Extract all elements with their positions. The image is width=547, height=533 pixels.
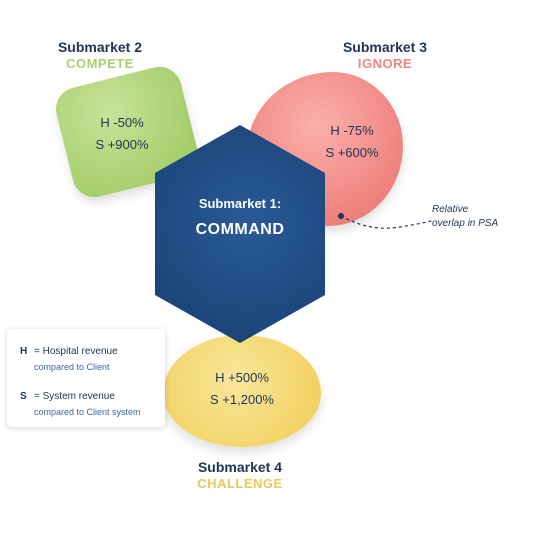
submarket-1-title: Submarket 1:	[198, 196, 282, 211]
legend-s-text: = System revenue	[34, 391, 115, 402]
legend-s-subtext: compared to Client system	[34, 407, 141, 417]
annotation-line-1: Relative	[432, 204, 469, 215]
submarket-4-hospital-metric: H +500%	[215, 370, 269, 385]
submarket-2-title: Submarket 2	[57, 39, 143, 55]
submarket-2-strategy: COMPETE	[66, 56, 134, 71]
legend-s-key: S	[20, 391, 27, 402]
submarket-3-system-metric: S +600%	[325, 145, 379, 160]
submarket-1-strategy: COMMAND	[195, 221, 285, 238]
connector-dashed-line	[340, 215, 435, 229]
annotation-line-2: overlap in PSA	[432, 218, 499, 229]
submarket-2-hospital-metric: H -50%	[100, 115, 144, 130]
submarket-3-strategy: IGNORE	[357, 56, 413, 71]
submarket-4-blob	[163, 335, 321, 447]
submarket-1-hexagon	[155, 125, 325, 343]
submarket-3-hospital-metric: H -75%	[330, 123, 374, 138]
submarket-3-title: Submarket 3	[342, 39, 428, 55]
submarket-4-system-metric: S +1,200%	[210, 392, 274, 407]
legend-box	[7, 329, 165, 427]
submarket-4-title: Submarket 4	[197, 459, 283, 475]
submarket-4-strategy: CHALLENGE	[197, 476, 283, 491]
legend-h-subtext: compared to Client	[34, 362, 110, 372]
overlap-connector	[338, 213, 435, 229]
legend-h-text: = Hospital revenue	[34, 346, 118, 357]
legend-h-key: H	[20, 346, 28, 357]
submarket-2-system-metric: S +900%	[95, 137, 149, 152]
